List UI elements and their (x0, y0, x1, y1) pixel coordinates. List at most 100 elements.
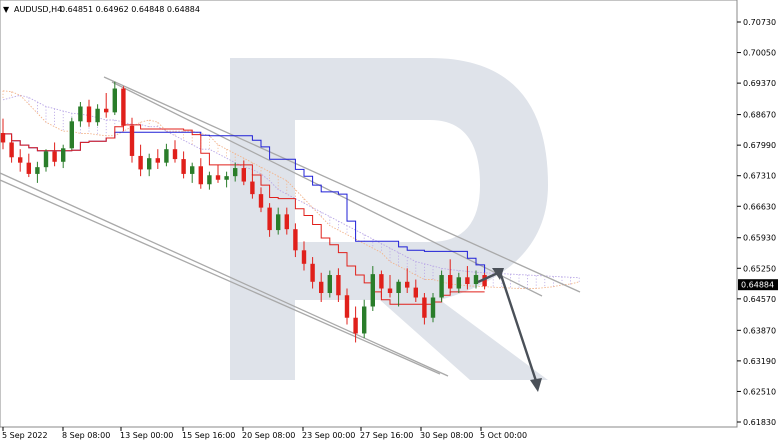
candle-body (95, 108, 100, 123)
chart-menu-marker[interactable]: ▼ (3, 5, 10, 14)
candle-body (336, 275, 341, 296)
candle (439, 270, 444, 302)
channel-upper-line (103, 76, 581, 293)
candle-body (9, 142, 14, 158)
candle (190, 162, 195, 183)
candle-body (215, 175, 221, 180)
candle-body (258, 194, 264, 208)
candle (379, 270, 384, 298)
candle (482, 272, 487, 290)
candle-body (250, 181, 255, 195)
channel-upper-inner-line (111, 81, 543, 297)
time-label: 20 Sep 08:00 (242, 431, 295, 440)
candle (362, 299, 367, 338)
candle (448, 259, 453, 294)
candle-body (0, 133, 6, 143)
symbol-label: AUDUSD,H4 (14, 5, 62, 14)
candle-body (387, 288, 393, 294)
candle-body (69, 121, 74, 149)
candle (172, 140, 178, 163)
candle (405, 268, 410, 294)
candle-body (267, 207, 272, 231)
candle-body (172, 149, 178, 160)
candle-body (430, 297, 436, 318)
candle (35, 161, 40, 183)
price-label: 0.65930 (743, 234, 776, 243)
trend-channel (0, 76, 581, 377)
candle (181, 151, 186, 179)
candle-body (344, 295, 350, 318)
candle (276, 207, 281, 235)
candle-body (198, 166, 203, 185)
candle (370, 266, 375, 311)
candle-body (155, 158, 160, 163)
candle (465, 266, 470, 290)
candle (78, 102, 83, 127)
candle-body (319, 281, 324, 294)
candle (164, 143, 169, 167)
candle-body (439, 275, 444, 298)
candle (387, 275, 393, 298)
candle (396, 279, 401, 307)
candle (9, 135, 14, 163)
candle (473, 270, 479, 289)
candle (456, 272, 461, 294)
time-label: 23 Sep 00:00 (302, 431, 355, 440)
candle (155, 149, 160, 169)
candle-body (233, 168, 238, 177)
time-label: 13 Sep 00:00 (120, 431, 173, 440)
candle-body (52, 151, 57, 162)
candle (422, 293, 427, 325)
current-price-marker: 0.64884 (738, 279, 778, 291)
price-label: 0.70730 (743, 18, 776, 27)
candle (336, 268, 341, 302)
candle (69, 117, 74, 151)
candle (215, 164, 221, 183)
candle-body (379, 274, 384, 289)
forecast-arrow (477, 268, 542, 392)
forecast-arrowhead-bottom (530, 378, 542, 392)
time-label: 8 Sep 08:00 (62, 431, 110, 440)
candle (250, 173, 255, 199)
current-price-label: 0.64884 (741, 281, 774, 290)
candle (310, 257, 315, 289)
candle (43, 149, 49, 172)
price-axis: 0.70730 0.70050 0.69370 0.68670 0.67990 0.673… (737, 18, 776, 427)
candle (413, 279, 418, 302)
candle-body (35, 167, 40, 174)
candle-body (482, 275, 487, 287)
candle-body (301, 250, 307, 264)
candle-body (138, 155, 143, 170)
candle-body (112, 88, 117, 113)
candle-body (310, 263, 315, 282)
price-label: 0.64570 (743, 295, 776, 304)
forecast-arrowhead-top (492, 268, 504, 280)
candle-body (413, 287, 418, 298)
candle (198, 158, 203, 189)
price-label: 0.66630 (743, 202, 776, 211)
candle-body (456, 277, 461, 289)
candle (61, 144, 66, 169)
candle-body (448, 275, 453, 289)
channel-lower-inner-line (0, 179, 441, 375)
candle (430, 293, 436, 323)
price-label: 0.70050 (743, 49, 776, 58)
price-label: 0.67310 (743, 172, 776, 181)
price-label: 0.61830 (743, 418, 776, 427)
candle (129, 117, 135, 163)
candle (52, 142, 57, 167)
candle-body (86, 106, 92, 123)
candle-body (18, 157, 23, 163)
candle (138, 144, 143, 177)
candle (0, 118, 6, 150)
candle (233, 162, 238, 182)
candle (267, 203, 272, 237)
candle (26, 153, 31, 178)
time-label: 30 Sep 08:00 (420, 431, 473, 440)
candle-body (293, 229, 298, 251)
candle (18, 149, 23, 172)
candle (344, 288, 350, 325)
candle-body (405, 281, 410, 288)
